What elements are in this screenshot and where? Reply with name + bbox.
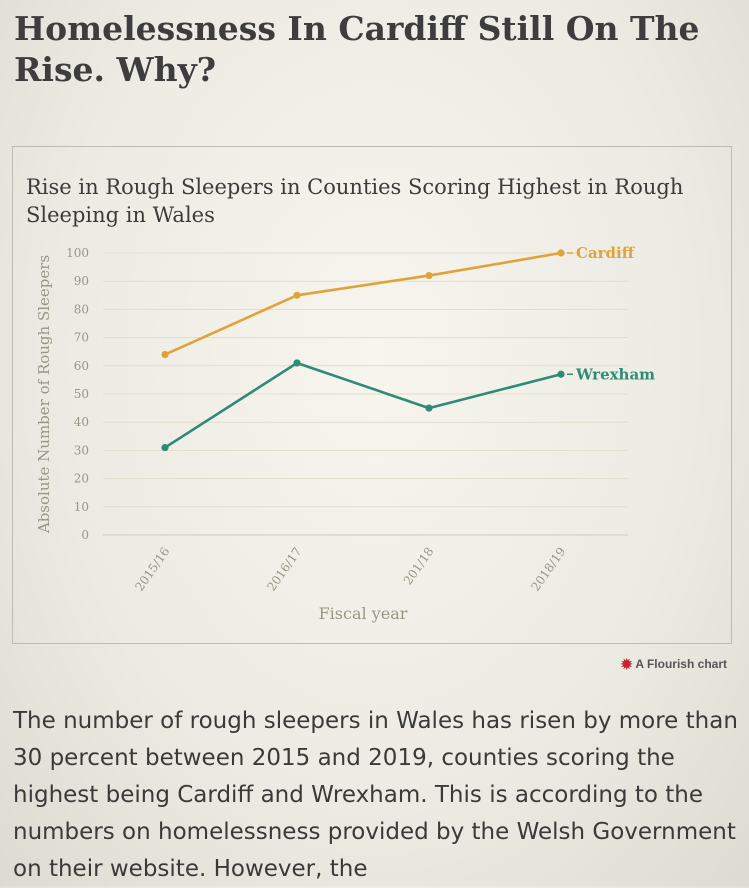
flourish-attribution[interactable]: ✹ A Flourish chart xyxy=(621,657,727,671)
data-point-wrexham xyxy=(425,404,433,412)
y-tick-label: 80 xyxy=(74,302,89,316)
y-axis-label: Absolute Number of Rough Sleepers xyxy=(35,255,53,534)
series-line-wrexham xyxy=(164,361,562,449)
data-point-cardiff xyxy=(293,291,301,299)
attribution-label: A Flourish chart xyxy=(635,657,727,671)
data-point-wrexham xyxy=(293,359,301,367)
flourish-logo-icon: ✹ xyxy=(620,656,633,672)
y-tick-label: 50 xyxy=(74,387,89,401)
data-point-cardiff xyxy=(557,249,565,257)
chart-title: Rise in Rough Sleepers in Counties Scori… xyxy=(26,175,684,227)
data-point-cardiff xyxy=(425,271,433,280)
x-tick-label: 2018/19 xyxy=(528,545,568,594)
x-tick-label: 2016/17 xyxy=(264,545,304,594)
series-line-cardiff xyxy=(164,251,562,356)
y-tick-label: 40 xyxy=(74,415,89,429)
y-tick-label: 60 xyxy=(74,359,89,373)
y-tick-label: 70 xyxy=(74,331,89,345)
article-paragraph: The number of rough sleepers in Wales ha… xyxy=(13,708,738,882)
data-point-wrexham xyxy=(557,370,565,378)
data-point-cardiff xyxy=(161,350,169,359)
x-tick-label: 2015/16 xyxy=(132,545,172,594)
line-chart: 0 10 20 30 40 50 60 70 80 90 100 Absolute Number of… xyxy=(35,244,655,623)
series-label-wrexham: Wrexham xyxy=(575,365,655,383)
y-tick-label: 100 xyxy=(66,246,89,260)
data-point-wrexham xyxy=(161,443,169,452)
chart-container: Rise in Rough Sleepers in Counties Scori… xyxy=(12,146,732,644)
y-tick-label: 90 xyxy=(74,274,89,288)
x-axis-label: Fiscal year xyxy=(319,604,408,623)
series-label-cardiff: Cardiff xyxy=(576,244,636,262)
y-tick-label: 20 xyxy=(74,472,89,486)
y-tick-label: 0 xyxy=(81,528,89,542)
article-headline: Homelessness In Cardiff Still On The Ris… xyxy=(14,9,700,89)
x-tick-label: 201/18 xyxy=(401,545,437,588)
y-tick-label: 10 xyxy=(74,500,89,514)
y-tick-label: 30 xyxy=(74,443,89,457)
